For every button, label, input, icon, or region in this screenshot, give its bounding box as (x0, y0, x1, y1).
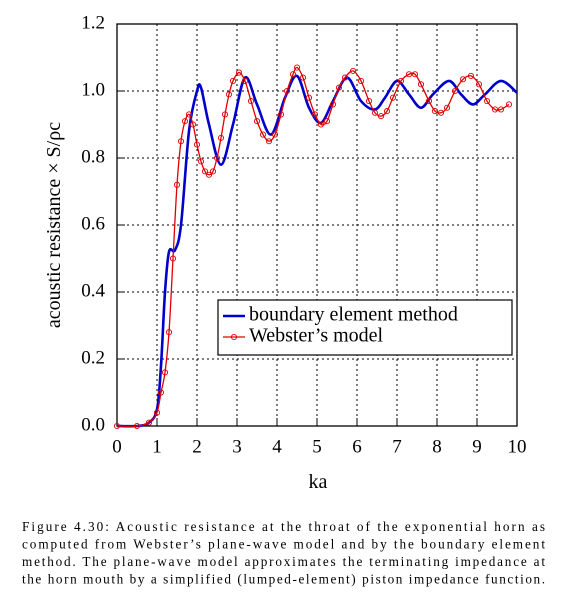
data-marker (201, 168, 209, 175)
data-marker (417, 81, 425, 88)
data-marker (271, 131, 279, 138)
legend-marker (230, 333, 238, 341)
y-tick-label: 0.2 (81, 347, 105, 368)
data-marker (365, 98, 373, 105)
data-marker (213, 154, 221, 162)
data-marker (425, 98, 433, 105)
caption-line: computed from Webster’s plane-wave model… (22, 537, 545, 552)
x-tick-label: 9 (472, 436, 482, 457)
data-marker (197, 158, 205, 165)
data-marker (377, 113, 385, 120)
data-marker (229, 77, 237, 84)
data-marker (283, 87, 291, 95)
data-marker (491, 106, 499, 113)
x-tick-label: 4 (272, 436, 282, 457)
data-marker (209, 168, 217, 175)
data-marker (459, 76, 467, 83)
data-marker (241, 77, 249, 84)
x-tick-label: 3 (232, 436, 242, 457)
data-marker (317, 121, 325, 128)
data-marker (259, 131, 267, 138)
data-marker (189, 121, 197, 128)
x-tick-label: 7 (392, 436, 402, 457)
data-marker (173, 181, 181, 188)
data-marker (497, 106, 505, 113)
data-line (116, 74, 518, 428)
y-axis-label: acoustic resistance × S/ρc (43, 122, 65, 328)
data-marker (235, 69, 243, 76)
data-marker (371, 109, 379, 116)
data-marker (437, 109, 445, 116)
data-marker (193, 141, 201, 148)
data-marker (145, 419, 153, 426)
data-marker (181, 118, 189, 125)
data-marker (397, 77, 405, 84)
data-marker (329, 101, 337, 108)
data-marker (185, 111, 193, 118)
x-tick-label: 0 (112, 436, 122, 457)
x-tick-label: 8 (432, 436, 442, 457)
data-marker (113, 422, 121, 430)
legend-label: boundary element method (249, 304, 458, 326)
data-marker (177, 138, 185, 145)
caption-line: the horn mouth by a simplified (lumped-e… (22, 572, 545, 587)
y-tick-label: 0.4 (81, 280, 105, 301)
data-marker (311, 111, 319, 118)
data-marker (305, 94, 313, 101)
data-marker (253, 118, 261, 125)
data-marker (169, 255, 177, 262)
legend-box (217, 299, 513, 356)
data-marker (335, 84, 343, 91)
data-marker (217, 134, 225, 141)
y-tick-label: 0.0 (81, 414, 105, 435)
data-marker (505, 101, 513, 108)
data-marker (293, 64, 301, 71)
x-tick-label: 5 (312, 436, 322, 457)
y-tick-label: 1.2 (81, 12, 105, 33)
y-tick-label: 1.0 (81, 79, 105, 100)
x-axis-label: ka (309, 471, 328, 493)
data-marker (383, 108, 391, 115)
data-marker (341, 74, 349, 81)
data-marker (161, 369, 169, 376)
data-marker (349, 67, 357, 74)
caption-line: method. The plane-wave model approximate… (22, 554, 545, 569)
data-marker (289, 71, 297, 78)
data-marker (405, 71, 413, 78)
data-marker (277, 111, 285, 118)
x-tick-label: 10 (508, 436, 527, 457)
data-marker (265, 138, 273, 145)
data-marker (205, 171, 213, 178)
data-marker (483, 98, 491, 105)
data-marker (357, 77, 365, 84)
data-marker (467, 72, 475, 79)
data-marker (247, 98, 255, 105)
data-marker (475, 81, 483, 88)
data-marker (225, 91, 233, 98)
legend-label: Webster’s model (249, 325, 384, 347)
data-marker (443, 104, 451, 111)
data-marker (221, 111, 229, 118)
x-tick-label: 1 (152, 436, 162, 457)
y-tick-label: 0.8 (81, 146, 105, 167)
y-tick-label: 0.6 (81, 213, 105, 234)
data-marker (133, 422, 141, 430)
data-marker (157, 389, 165, 396)
data-marker (153, 409, 161, 416)
data-marker (323, 118, 331, 125)
caption-line: Figure 4.30: Acoustic resistance at the … (22, 519, 545, 534)
data-marker (451, 87, 459, 95)
plot-frame (116, 23, 518, 427)
x-tick-label: 6 (352, 436, 362, 457)
data-marker (411, 71, 419, 78)
data-marker (389, 94, 397, 101)
data-marker (431, 108, 439, 115)
data-marker (299, 74, 307, 81)
data-marker (165, 329, 173, 336)
x-tick-label: 2 (192, 436, 202, 457)
